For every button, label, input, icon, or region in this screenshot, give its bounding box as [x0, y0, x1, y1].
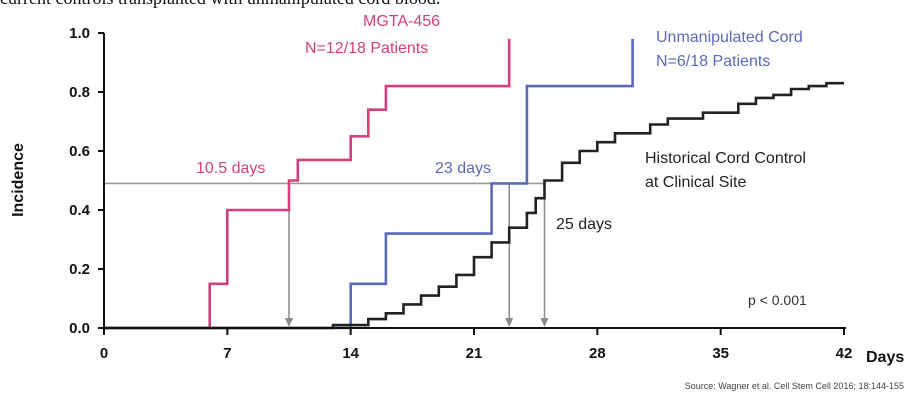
series-line-2 — [104, 81, 844, 330]
hist-label-line2: at Clinical Site — [645, 174, 746, 191]
series-line-1 — [104, 38, 634, 330]
median-label-hist: 25 days — [556, 216, 612, 233]
series-line-0 — [104, 38, 511, 330]
p-value: p < 0.001 — [748, 292, 807, 308]
y-tick-label: 0.8 — [69, 84, 90, 101]
y-axis-label: Incidence — [10, 143, 27, 217]
y-tick-label: 0.4 — [69, 202, 91, 219]
x-tick-label: 35 — [712, 345, 729, 362]
source-citation: Source: Wagner et al. Cell Stem Cell 201… — [685, 381, 904, 391]
median-arrowhead-0 — [285, 318, 293, 327]
x-tick-label: 14 — [342, 345, 359, 362]
median-arrowhead-1 — [505, 318, 514, 327]
mgta-label-name: MGTA-456 — [363, 13, 440, 30]
y-tick-label: 0.6 — [69, 143, 90, 160]
y-tick-label: 0.2 — [69, 261, 90, 278]
cord-label-count: N=6/18 Patients — [656, 53, 770, 70]
x-tick-label: 28 — [589, 345, 606, 362]
x-tick-label: 0 — [100, 345, 108, 362]
x-tick-label: 7 — [223, 345, 231, 362]
y-tick-label: 1.0 — [69, 25, 90, 42]
x-tick-label: 21 — [466, 345, 483, 362]
mgta-label-count: N=12/18 Patients — [305, 40, 428, 57]
x-tick-label: 42 — [836, 345, 853, 362]
median-label-mgta: 10.5 days — [196, 160, 265, 177]
hist-label-line1: Historical Cord Control — [645, 150, 806, 167]
median-arrowhead-2 — [540, 318, 549, 327]
y-tick-label: 0.0 — [69, 320, 90, 337]
cord-label-name: Unmanipulated Cord — [656, 29, 803, 46]
figure-caption: current controls transplanted with unman… — [0, 0, 440, 9]
median-label-cord: 23 days — [435, 160, 491, 177]
x-axis-label: Days — [866, 349, 904, 366]
